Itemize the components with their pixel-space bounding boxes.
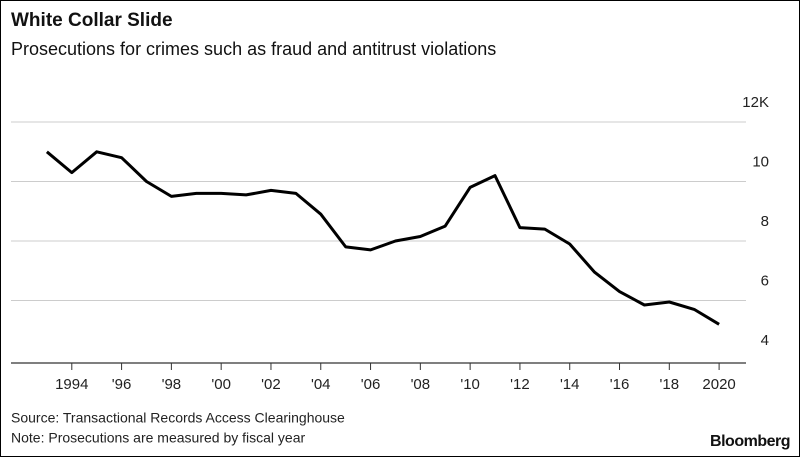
x-tick-label: '00 [211, 376, 231, 393]
x-tick-label: '18 [660, 376, 680, 393]
y-tick-label: 8 [761, 213, 769, 230]
note: Note: Prosecutions are measured by fisca… [11, 430, 305, 446]
x-tick-label: '96 [112, 376, 132, 393]
x-tick-label: '12 [510, 376, 530, 393]
x-tick-label: '08 [411, 376, 431, 393]
x-tick-label: '02 [261, 376, 281, 393]
x-tick-label: '14 [560, 376, 580, 393]
x-tick-label: '10 [460, 376, 480, 393]
chart-title: White Collar Slide [11, 10, 173, 31]
y-tick-label: 6 [761, 272, 769, 289]
x-tick-label: '04 [311, 376, 331, 393]
x-tick-label: 1994 [55, 376, 88, 393]
x-tick-label: 2020 [702, 376, 735, 393]
x-tick-label: '98 [162, 376, 182, 393]
brand: Bloomberg [710, 433, 790, 450]
y-tick-label: 12K [742, 94, 769, 111]
x-tick-label: '16 [610, 376, 630, 393]
source: Source: Transactional Records Access Cle… [11, 410, 345, 426]
y-tick-label: 4 [761, 332, 769, 349]
chart-subtitle: Prosecutions for crimes such as fraud an… [11, 39, 496, 59]
data-line [45, 150, 720, 326]
y-tick-label: 10 [752, 153, 769, 170]
x-tick-label: '06 [361, 376, 381, 393]
